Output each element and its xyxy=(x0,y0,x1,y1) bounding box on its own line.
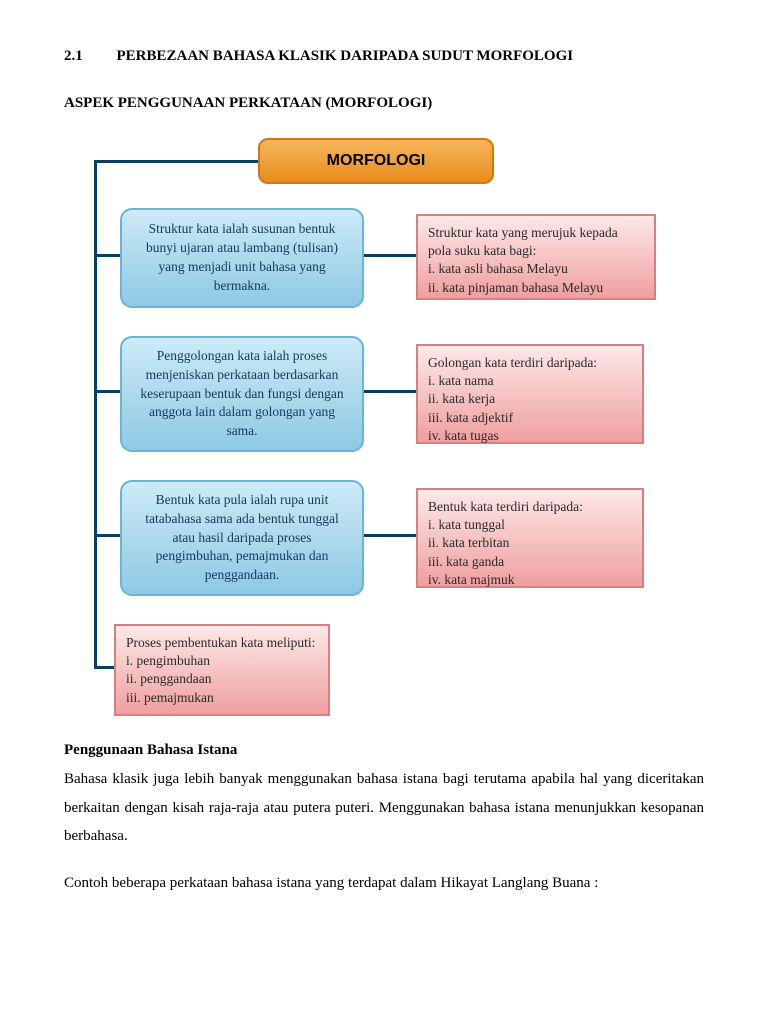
pink-box-1: Struktur kata yang merujuk kepada pola s… xyxy=(416,214,656,300)
section-title: PERBEZAAN BAHASA KLASIK DARIPADA SUDUT M… xyxy=(117,48,574,64)
connector-line xyxy=(364,390,416,393)
section-heading: 2.1 PERBEZAAN BAHASA KLASIK DARIPADA SUD… xyxy=(64,48,704,65)
diagram-header-box: MORFOLOGI xyxy=(258,138,494,184)
connector-line xyxy=(94,666,116,669)
pink-box-4: Proses pembentukan kata meliputi: i. pen… xyxy=(114,624,330,716)
blue-box-1: Struktur kata ialah susunan bentuk bunyi… xyxy=(120,208,364,308)
morfologi-diagram: MORFOLOGI Struktur kata ialah susunan ben… xyxy=(58,138,698,718)
blue-box-3: Bentuk kata pula ialah rupa unit tatabah… xyxy=(120,480,364,596)
subheading: ASPEK PENGGUNAAN PERKATAAN (MORFOLOGI) xyxy=(64,95,704,112)
paragraph-heading: Penggunaan Bahasa Istana xyxy=(64,742,704,759)
connector-line xyxy=(364,254,416,257)
paragraph-2: Contoh beberapa perkataan bahasa istana … xyxy=(64,869,704,898)
connector-line xyxy=(94,160,258,163)
connector-line xyxy=(364,534,416,537)
connector-line xyxy=(94,254,122,257)
connector-line xyxy=(94,160,97,668)
connector-line xyxy=(94,390,122,393)
pink-box-3: Bentuk kata terdiri daripada: i. kata tu… xyxy=(416,488,644,588)
paragraph-1: Bahasa klasik juga lebih banyak mengguna… xyxy=(64,765,704,851)
connector-line xyxy=(94,534,122,537)
pink-box-2: Golongan kata terdiri daripada: i. kata … xyxy=(416,344,644,444)
section-number: 2.1 xyxy=(64,48,83,65)
blue-box-2: Penggolongan kata ialah proses menjenisk… xyxy=(120,336,364,452)
